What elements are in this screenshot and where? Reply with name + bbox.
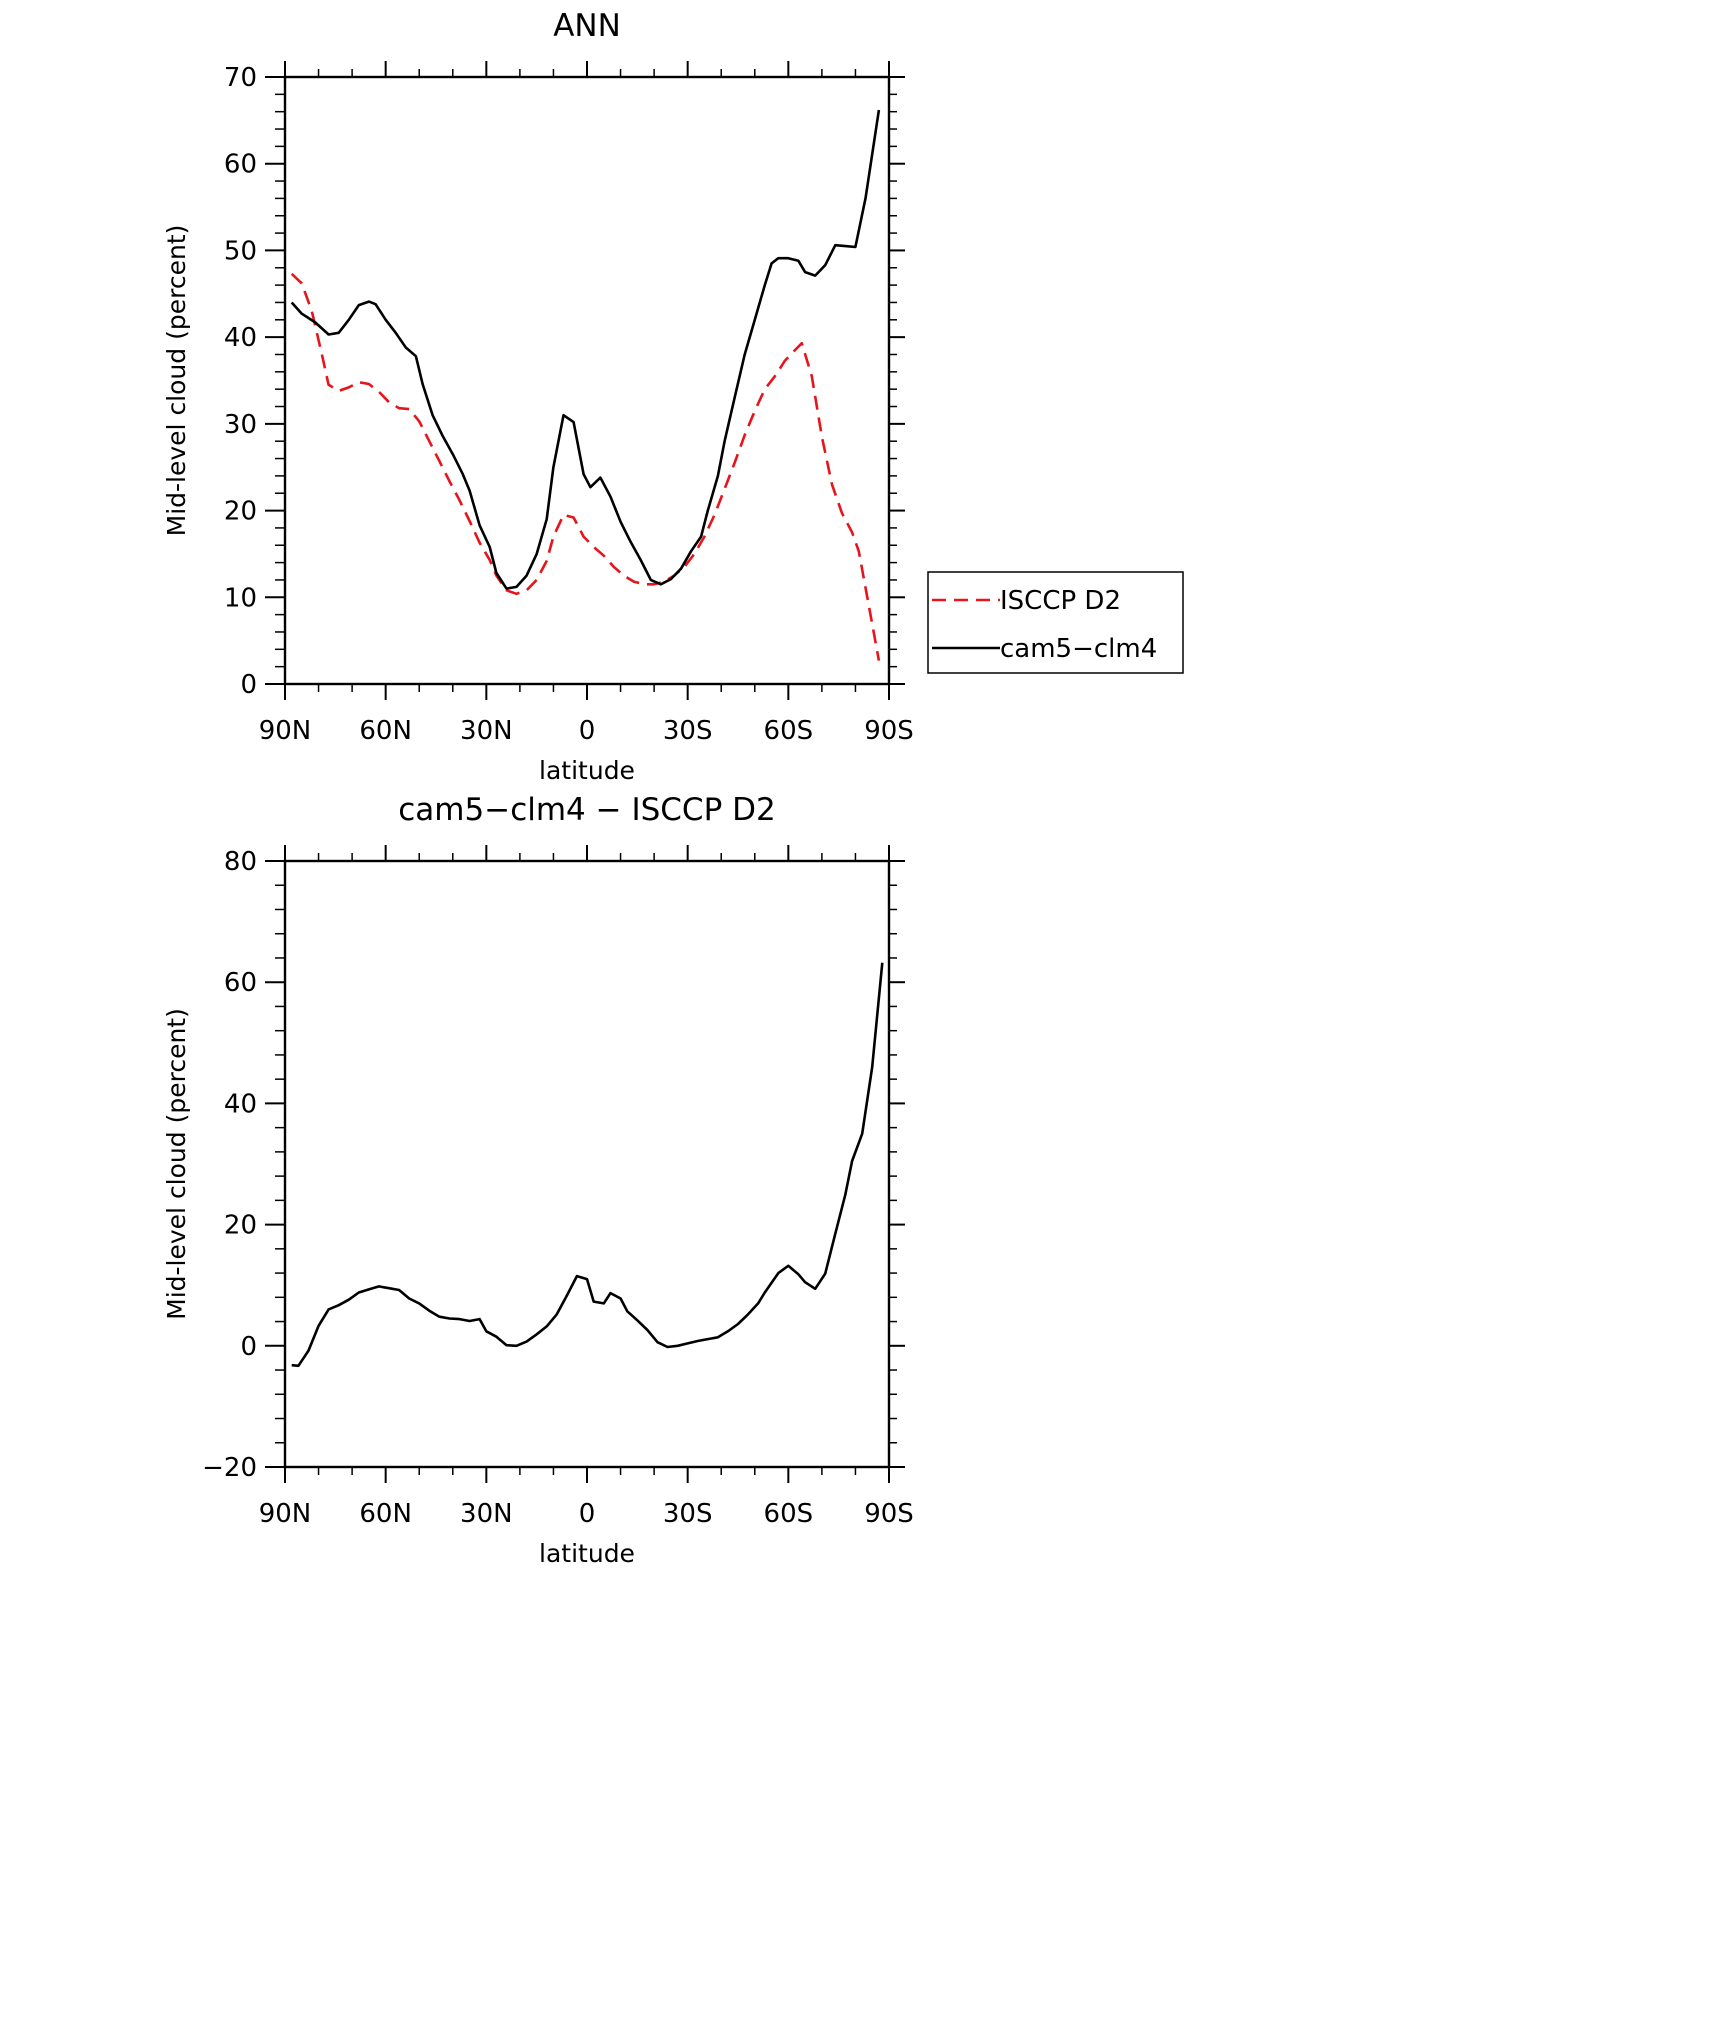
y-tick-label: 20 (224, 1211, 257, 1241)
x-tick-label: 0 (579, 716, 596, 746)
x-tick-label: 30S (663, 1499, 713, 1529)
data-line (290, 272, 881, 661)
y-tick-label: −20 (202, 1453, 257, 1483)
legend-box (927, 571, 1184, 674)
x-tick-label: 90N (259, 716, 312, 746)
y-tick-label: 0 (240, 1332, 257, 1362)
data-line (290, 109, 881, 590)
legend-label: cam5−clm4 (1000, 634, 1157, 664)
x-tick-label: 30S (663, 716, 713, 746)
x-tick-label: 30N (460, 1499, 513, 1529)
y-tick-label: 70 (224, 63, 257, 93)
x-axis-label: latitude (539, 756, 635, 785)
y-tick-label: 40 (224, 1089, 257, 1119)
x-tick-label: 90N (259, 1499, 312, 1529)
y-tick-label: 60 (224, 968, 257, 998)
plot-frame (283, 859, 891, 1469)
y-axis-label: Mid-level cloud (percent) (162, 225, 191, 537)
x-tick-label: 60S (764, 1499, 814, 1529)
data-line (291, 962, 884, 1368)
y-tick-label: 60 (224, 150, 257, 180)
y-tick-label: 80 (224, 847, 257, 877)
y-tick-label: 20 (224, 497, 257, 527)
chart-title: ANN (553, 8, 621, 44)
y-tick-label: 0 (240, 670, 257, 700)
y-tick-label: 50 (224, 236, 257, 266)
x-tick-label: 90S (864, 1499, 914, 1529)
x-tick-label: 60N (359, 716, 412, 746)
y-axis-label: Mid-level cloud (percent) (162, 1008, 191, 1320)
y-tick-label: 30 (224, 410, 257, 440)
x-axis-label: latitude (539, 1539, 635, 1568)
x-tick-label: 30N (460, 716, 513, 746)
y-tick-label: 40 (224, 323, 257, 353)
x-tick-label: 60S (764, 716, 814, 746)
x-tick-label: 90S (864, 716, 914, 746)
x-tick-label: 60N (359, 1499, 412, 1529)
chart-title: cam5−clm4 − ISCCP D2 (398, 792, 775, 828)
y-tick-label: 10 (224, 583, 257, 613)
plot-frame (283, 75, 891, 686)
x-tick-label: 0 (579, 1499, 596, 1529)
legend-label: ISCCP D2 (1000, 586, 1121, 616)
